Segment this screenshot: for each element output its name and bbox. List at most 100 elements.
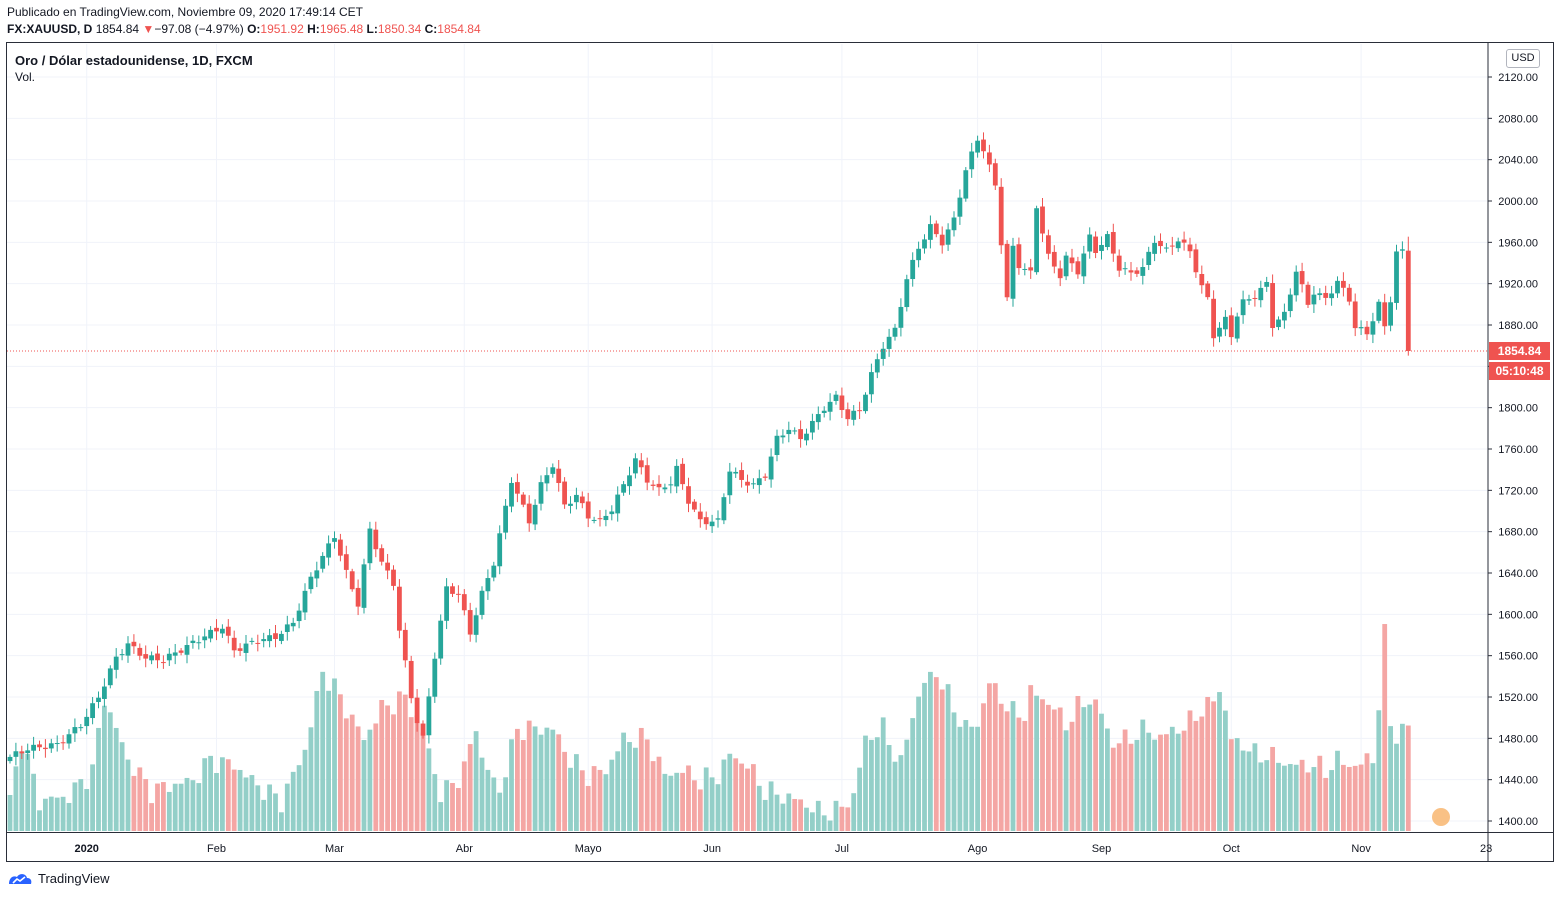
- volume-bar: [662, 773, 668, 831]
- volume-bar: [1016, 717, 1022, 831]
- price-tick-label: 1440.00: [1498, 775, 1538, 787]
- volume-bar: [438, 802, 444, 831]
- candle-up: [1223, 316, 1228, 330]
- candle-up: [1010, 245, 1016, 299]
- volume-bar: [1299, 759, 1305, 831]
- volume-bar: [609, 759, 615, 831]
- candle-up: [591, 519, 597, 521]
- candle-down: [1093, 236, 1098, 253]
- volume-bar: [255, 785, 261, 831]
- currency-button[interactable]: USD: [1506, 49, 1540, 68]
- volume-bar: [37, 810, 42, 831]
- candle-down: [1199, 274, 1205, 286]
- volume-bar: [780, 803, 786, 831]
- open-label: O:: [247, 22, 261, 36]
- candle-up: [243, 643, 249, 653]
- candle-up: [438, 620, 444, 659]
- volume-bar: [1122, 729, 1128, 831]
- volume-bar: [1252, 743, 1258, 831]
- candle-down: [1075, 261, 1081, 275]
- candle-up: [1122, 268, 1128, 270]
- candle-up: [568, 503, 573, 506]
- candle-up: [945, 229, 951, 245]
- volume-bar: [402, 694, 408, 831]
- volume-bar: [697, 789, 703, 831]
- candle-up: [851, 410, 857, 420]
- high-label: H:: [307, 22, 320, 36]
- volume-bar: [1276, 762, 1281, 831]
- volume-bar: [916, 696, 921, 831]
- price-tick-label: 1600.00: [1498, 609, 1538, 621]
- candle-up: [314, 570, 320, 579]
- volume-bar: [273, 793, 278, 831]
- candle-up: [709, 521, 715, 527]
- volume-bar: [851, 793, 857, 831]
- candle-up: [603, 515, 609, 521]
- volume-bar: [515, 728, 520, 831]
- candle-down: [1228, 315, 1234, 338]
- candle-down: [556, 468, 562, 484]
- candle-down: [1116, 255, 1122, 271]
- volume-bar: [928, 671, 933, 831]
- volume-bar: [1051, 709, 1057, 831]
- volume-bar: [161, 782, 166, 831]
- volume-bar: [426, 748, 432, 831]
- volume-bar: [1217, 692, 1222, 831]
- candle-down: [1128, 270, 1134, 273]
- candle-up: [479, 590, 485, 615]
- volume-bar: [1004, 711, 1010, 831]
- time-tick-label: Ago: [968, 843, 988, 855]
- candle-up: [892, 327, 898, 337]
- volume-bar: [379, 699, 385, 831]
- volume-bar: [1335, 750, 1340, 831]
- candle-up: [202, 636, 208, 641]
- volume-bar: [1364, 753, 1370, 831]
- tradingview-brand[interactable]: TradingView: [7, 871, 110, 886]
- volume-bar: [497, 792, 503, 831]
- volume-bar: [220, 757, 225, 831]
- volume-bar: [810, 812, 815, 831]
- volume-bar: [674, 772, 680, 831]
- candle-down: [355, 587, 361, 607]
- brand-name: TradingView: [38, 871, 110, 886]
- candle-down: [638, 460, 644, 468]
- volume-bar: [19, 751, 25, 831]
- volume-bar: [1075, 695, 1081, 831]
- volume-bar: [7, 794, 13, 831]
- candle-down: [1134, 270, 1140, 274]
- volume-bar: [1388, 726, 1393, 831]
- candle-up: [1034, 208, 1039, 273]
- candle-up: [609, 511, 615, 515]
- candle-down: [597, 518, 603, 520]
- volume-bar: [1400, 723, 1405, 831]
- candle-down: [998, 186, 1004, 246]
- candle-up: [497, 533, 503, 567]
- event-flag-icon[interactable]: [1432, 808, 1450, 826]
- candle-down: [739, 470, 744, 480]
- volume-bar: [137, 767, 143, 831]
- volume-bar: [485, 769, 491, 831]
- candle-up: [491, 565, 497, 578]
- volume-bar: [302, 749, 308, 831]
- candle-up: [532, 504, 538, 525]
- candle-up: [1264, 282, 1270, 287]
- volume-bar: [774, 794, 780, 831]
- volume-bar: [845, 807, 851, 831]
- volume-bar: [31, 773, 36, 831]
- time-tick-label: Sep: [1092, 843, 1112, 855]
- volume-bar: [1382, 624, 1388, 831]
- volume-bar: [119, 742, 125, 831]
- volume-bar: [1258, 762, 1264, 831]
- volume-bar: [792, 798, 798, 831]
- volume-bar: [456, 787, 461, 831]
- volume-bar: [261, 799, 267, 831]
- volume-bar: [349, 714, 355, 831]
- volume-bar: [703, 767, 709, 831]
- volume-bar: [874, 737, 880, 831]
- candle-down: [1040, 206, 1045, 234]
- volume-bar: [603, 774, 609, 831]
- time-tick-label: Nov: [1351, 843, 1371, 855]
- candle-up: [880, 348, 886, 359]
- volume-bar: [131, 775, 137, 831]
